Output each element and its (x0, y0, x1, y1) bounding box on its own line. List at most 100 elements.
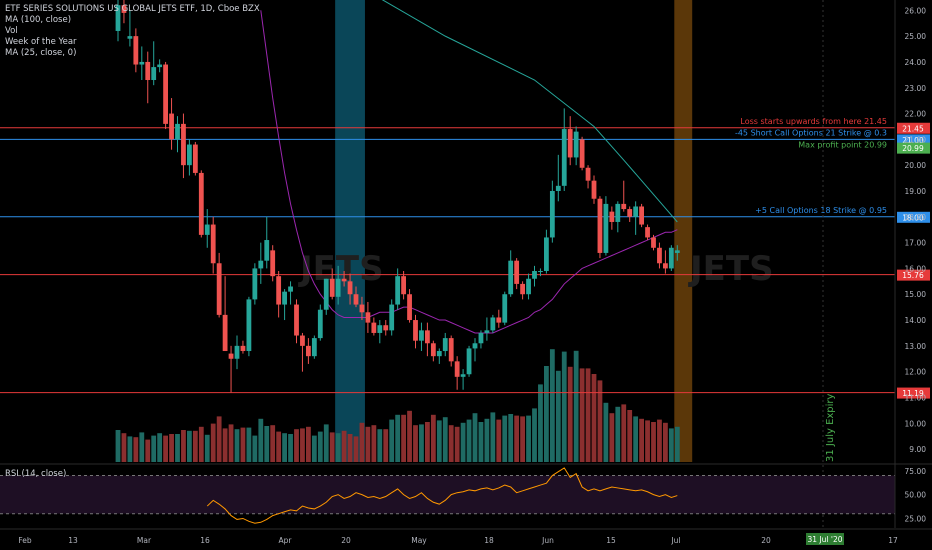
volume-bar (663, 422, 668, 462)
candle (145, 61, 151, 81)
candle (228, 353, 234, 359)
volume-bar (472, 413, 478, 462)
volume-bar (198, 426, 204, 462)
candle (127, 36, 133, 39)
volume-bar (216, 416, 222, 462)
candle (210, 224, 216, 264)
volume-bar (311, 435, 317, 462)
volume-bar (127, 436, 133, 462)
volume-bar (276, 431, 282, 462)
candle (413, 320, 418, 341)
volume-bar (151, 435, 157, 462)
price-tick-label: 25.00 (905, 32, 927, 41)
volume-bar (377, 429, 383, 462)
price-tick-label: 12.00 (905, 368, 927, 377)
rsi-tick-label: 50.00 (905, 491, 927, 500)
hline-label-2: Max profit point 20.99 (798, 141, 887, 150)
candle (657, 247, 662, 264)
chart-legend: ETF SERIES SOLUTIONS US GLOBAL JETS ETF,… (5, 4, 260, 59)
candle (323, 278, 329, 310)
candle (526, 278, 531, 295)
candle (425, 330, 430, 344)
volume-bar (335, 433, 341, 462)
volume-bar (264, 426, 270, 462)
candle (276, 276, 282, 305)
candle (544, 237, 549, 272)
time-tick-label: 16 (200, 536, 210, 545)
volume-bar (633, 416, 639, 462)
price-tick-label: 26.00 (905, 6, 927, 15)
candle (282, 291, 287, 305)
candle (663, 263, 668, 269)
volume-bar (419, 424, 424, 462)
price-tick-label: 22.00 (905, 110, 927, 119)
ma100-line (381, 0, 678, 223)
volume-bar (532, 408, 537, 462)
candle (579, 139, 585, 168)
candle (460, 374, 466, 377)
volume-bar (538, 384, 543, 462)
rsi-tick-label: 75.00 (905, 467, 927, 476)
volume-bar (282, 433, 287, 462)
candle (508, 260, 514, 295)
volume-bar (300, 428, 305, 462)
volume-bar (520, 416, 525, 462)
volume-bar (651, 422, 656, 462)
volume-bar (353, 436, 359, 462)
volume-bar (365, 426, 371, 462)
time-tick-label: Jun (541, 536, 554, 545)
rsi-tick-label: 25.00 (905, 514, 927, 523)
rsi-label: RSI (14, close) (5, 469, 67, 479)
candle (341, 278, 347, 282)
price-badge-text-5: 11.19 (902, 389, 924, 398)
candle (597, 198, 603, 253)
volume-bar (603, 402, 609, 462)
volume-bar (323, 424, 329, 462)
candle (377, 325, 383, 333)
candle (335, 278, 341, 297)
volume-bar (466, 419, 472, 462)
volume-bar (627, 410, 633, 462)
volume-bar (294, 429, 299, 462)
volume-bar (567, 366, 573, 462)
price-badge-5 (897, 387, 930, 399)
candle (365, 312, 371, 323)
candle (371, 322, 377, 333)
legend-title: ETF SERIES SOLUTIONS US GLOBAL JETS ETF,… (5, 4, 260, 14)
price-tick-label: 14.00 (905, 316, 927, 325)
time-tick-label: 15 (606, 536, 616, 545)
candle (234, 345, 240, 359)
candle (502, 294, 508, 323)
volume-bar (585, 368, 591, 462)
volume-bar (407, 410, 412, 462)
price-tick-label: 9.00 (909, 445, 926, 454)
candle (627, 209, 633, 217)
price-badge-1 (897, 134, 930, 146)
highlight-band-1 (674, 0, 693, 462)
candle (204, 224, 210, 235)
highlight-band-0 (335, 0, 365, 462)
candle (561, 129, 567, 186)
candle (645, 227, 650, 238)
candle (169, 113, 174, 140)
volume-bar (139, 432, 145, 462)
candle (317, 309, 323, 339)
candle (472, 343, 478, 349)
candle (615, 203, 621, 222)
volume-bar (133, 437, 139, 462)
candle (288, 286, 293, 292)
candle (115, 5, 121, 31)
volume-bar (561, 351, 567, 462)
volume-bar (484, 418, 490, 462)
time-tick-label: Feb (18, 536, 32, 545)
candle (436, 351, 442, 357)
time-tick-label: Mar (137, 536, 152, 545)
time-tick-label: 18 (484, 536, 494, 545)
volume-bar (496, 419, 502, 462)
candle (591, 180, 597, 199)
time-tick-label: 20 (341, 536, 351, 545)
volume-bar (181, 430, 186, 462)
volume-bar (579, 368, 585, 462)
volume-bar (389, 419, 395, 462)
